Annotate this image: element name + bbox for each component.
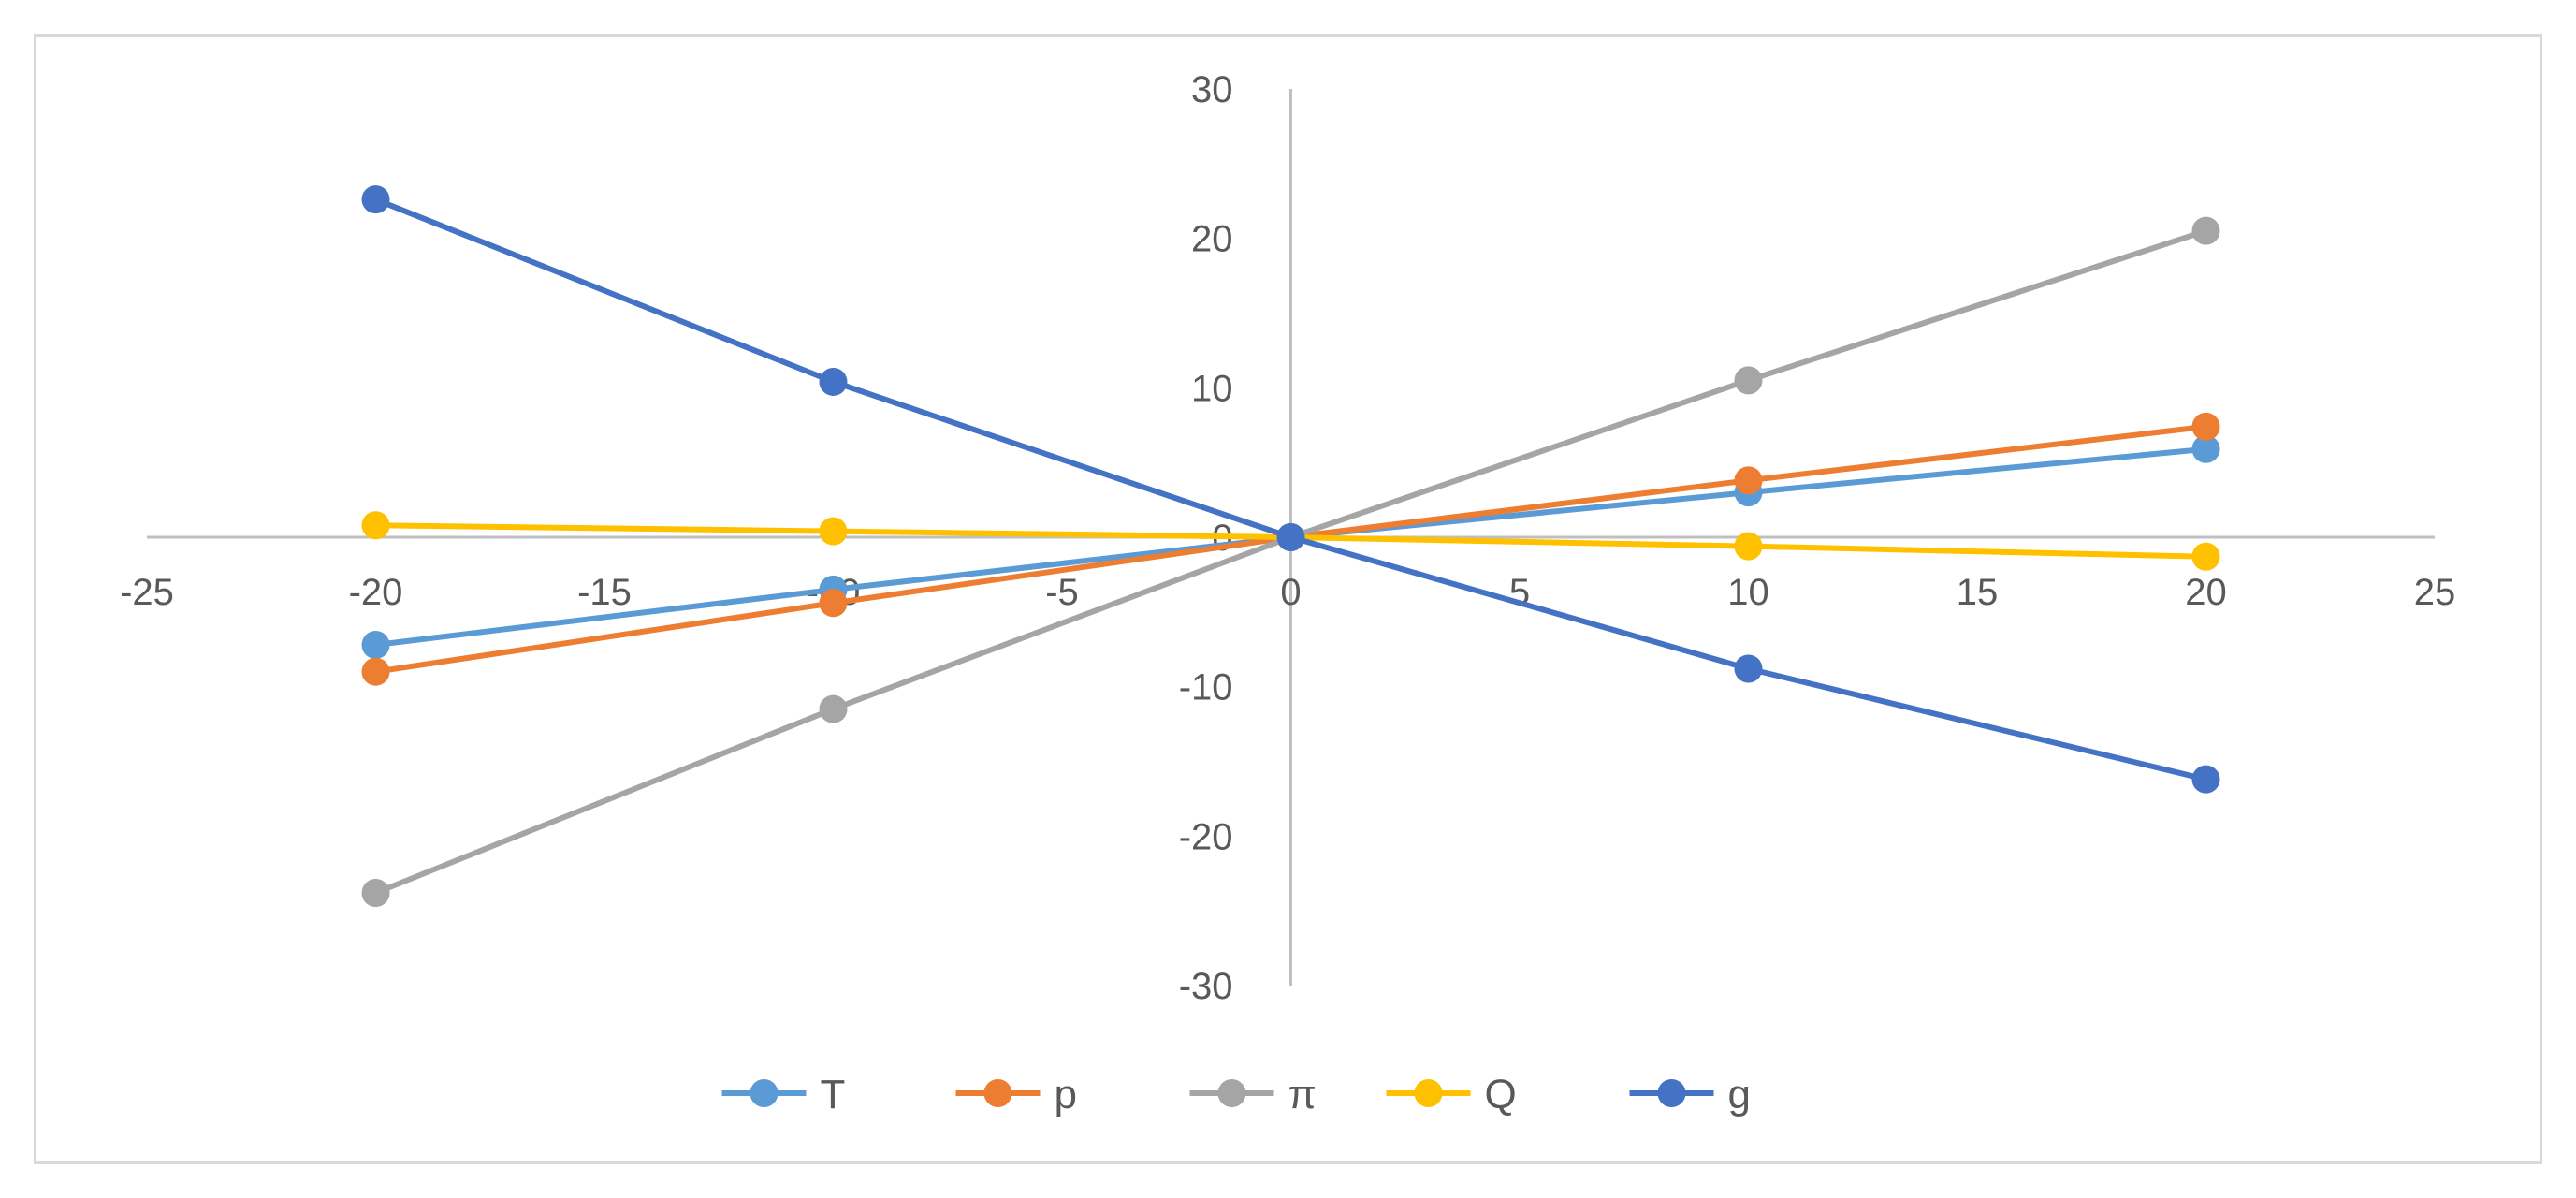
legend-label: π — [1288, 1072, 1317, 1118]
legend-swatch-marker — [1657, 1079, 1686, 1107]
y-tick-label: 30 — [1191, 69, 1233, 110]
data-point — [361, 511, 390, 540]
data-point — [819, 367, 848, 396]
legend-label: p — [1055, 1072, 1077, 1118]
legend-swatch-marker — [750, 1079, 779, 1107]
legend-label: Q — [1485, 1072, 1517, 1118]
legend-label: T — [821, 1072, 846, 1118]
data-point — [1734, 654, 1763, 683]
x-tick-label: 25 — [2414, 572, 2456, 613]
data-point — [819, 694, 848, 723]
data-point — [2191, 542, 2220, 571]
y-tick-label: 20 — [1191, 219, 1233, 260]
chart-frame — [34, 34, 2542, 1164]
x-tick-label: -5 — [1045, 572, 1079, 613]
data-point — [1734, 532, 1763, 561]
series-lines — [361, 185, 2220, 908]
data-point — [361, 879, 390, 908]
legend-item: Q — [1386, 1072, 1517, 1118]
data-point — [819, 517, 848, 546]
series-5 — [361, 185, 2220, 794]
data-point — [1734, 466, 1763, 495]
data-point — [1276, 523, 1305, 551]
data-point — [361, 185, 390, 214]
legend-item: π — [1189, 1072, 1317, 1118]
data-point — [361, 657, 390, 686]
data-point — [1734, 366, 1763, 395]
legend-swatch-marker — [1217, 1079, 1246, 1107]
data-point — [2191, 765, 2220, 794]
data-point — [819, 589, 848, 618]
x-tick-label: -20 — [349, 572, 403, 613]
legend-swatch-marker — [1414, 1079, 1443, 1107]
data-point — [2191, 434, 2220, 463]
x-tick-label: -25 — [120, 572, 174, 613]
legend-label: g — [1728, 1072, 1751, 1118]
y-tick-label: -10 — [1179, 667, 1233, 709]
x-tick-label: 20 — [2185, 572, 2227, 613]
x-tick-label: 0 — [1280, 572, 1301, 613]
y-tick-label: -20 — [1179, 816, 1233, 857]
x-tick-label: 10 — [1727, 572, 1769, 613]
legend-swatch-marker — [983, 1079, 1012, 1107]
x-tick-label: -15 — [577, 572, 632, 613]
y-tick-label: 10 — [1191, 368, 1233, 409]
x-tick-label: 15 — [1957, 572, 1999, 613]
data-point — [2191, 412, 2220, 441]
legend-item: p — [955, 1072, 1077, 1118]
legend-item: g — [1629, 1072, 1751, 1118]
data-point — [2191, 216, 2220, 245]
data-point — [361, 630, 390, 659]
y-tick-label: -30 — [1179, 966, 1233, 1007]
legend-item: T — [721, 1072, 846, 1118]
